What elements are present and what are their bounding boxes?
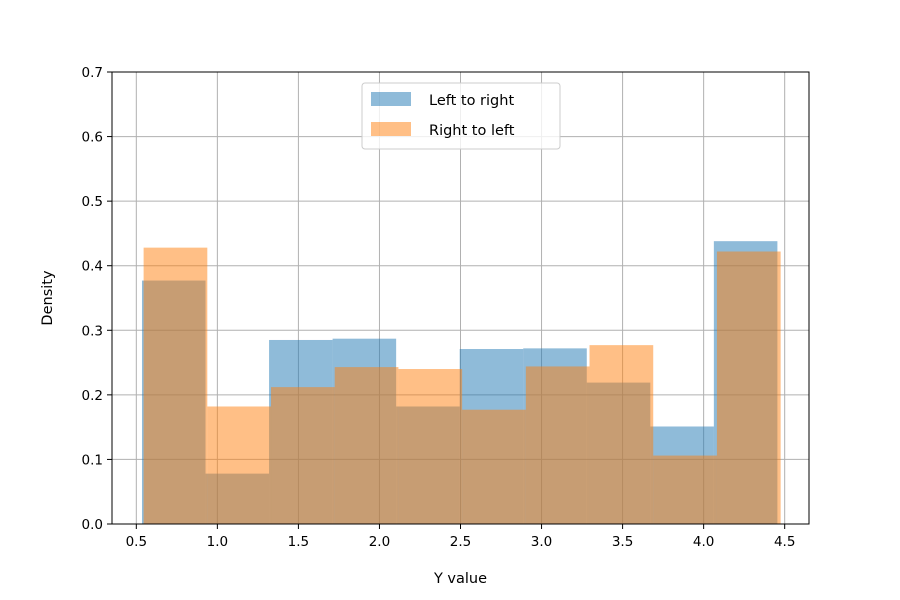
y-tick-label: 0.3 — [82, 323, 103, 339]
legend: Left to right Right to left — [361, 82, 561, 150]
y-tick-label: 0.4 — [82, 259, 103, 275]
x-tick-label: 1.5 — [288, 534, 309, 550]
y-tick-label: 0.7 — [82, 65, 103, 81]
y-tick-label: 0.6 — [82, 130, 103, 146]
histogram-bar — [525, 366, 590, 524]
y-tick-label: 0.5 — [82, 194, 103, 210]
bars — [141, 241, 781, 525]
legend-swatch — [371, 122, 411, 136]
x-tick-label: 2.0 — [369, 534, 390, 550]
histogram-bar — [716, 251, 781, 524]
y-tick-label: 0.1 — [82, 452, 103, 468]
x-axis-title: Y value — [433, 571, 487, 587]
x-tick-label: 2.5 — [450, 534, 471, 550]
histogram-bar — [334, 367, 399, 524]
legend-swatch — [371, 92, 411, 106]
x-tick-label: 4.5 — [774, 534, 795, 550]
histogram-bar — [398, 369, 463, 524]
histogram-bar — [271, 387, 335, 524]
x-axis-ticks: 0.5 1.0 1.5 2.0 2.5 3.0 3.5 4.0 4.5 — [126, 524, 795, 550]
histogram-bar — [143, 247, 208, 525]
x-tick-label: 0.5 — [126, 534, 147, 550]
histogram-bar — [207, 406, 272, 524]
legend-label: Left to right — [429, 93, 514, 109]
y-axis-title: Density — [40, 270, 56, 326]
x-tick-label: 4.0 — [693, 534, 714, 550]
y-axis-ticks: 0.0 0.1 0.2 0.3 0.4 0.5 0.6 0.7 — [82, 65, 112, 533]
x-tick-label: 3.0 — [531, 534, 552, 550]
y-tick-label: 0.0 — [82, 517, 103, 533]
histogram-bar — [653, 455, 717, 524]
x-tick-label: 3.5 — [612, 534, 633, 550]
legend-box — [361, 82, 561, 150]
series-2-bars — [143, 247, 781, 525]
histogram-bar — [589, 345, 654, 524]
histogram-bar — [462, 409, 526, 524]
x-tick-label: 1.0 — [207, 534, 228, 550]
y-tick-label: 0.2 — [82, 388, 103, 404]
legend-label: Right to left — [429, 123, 515, 139]
